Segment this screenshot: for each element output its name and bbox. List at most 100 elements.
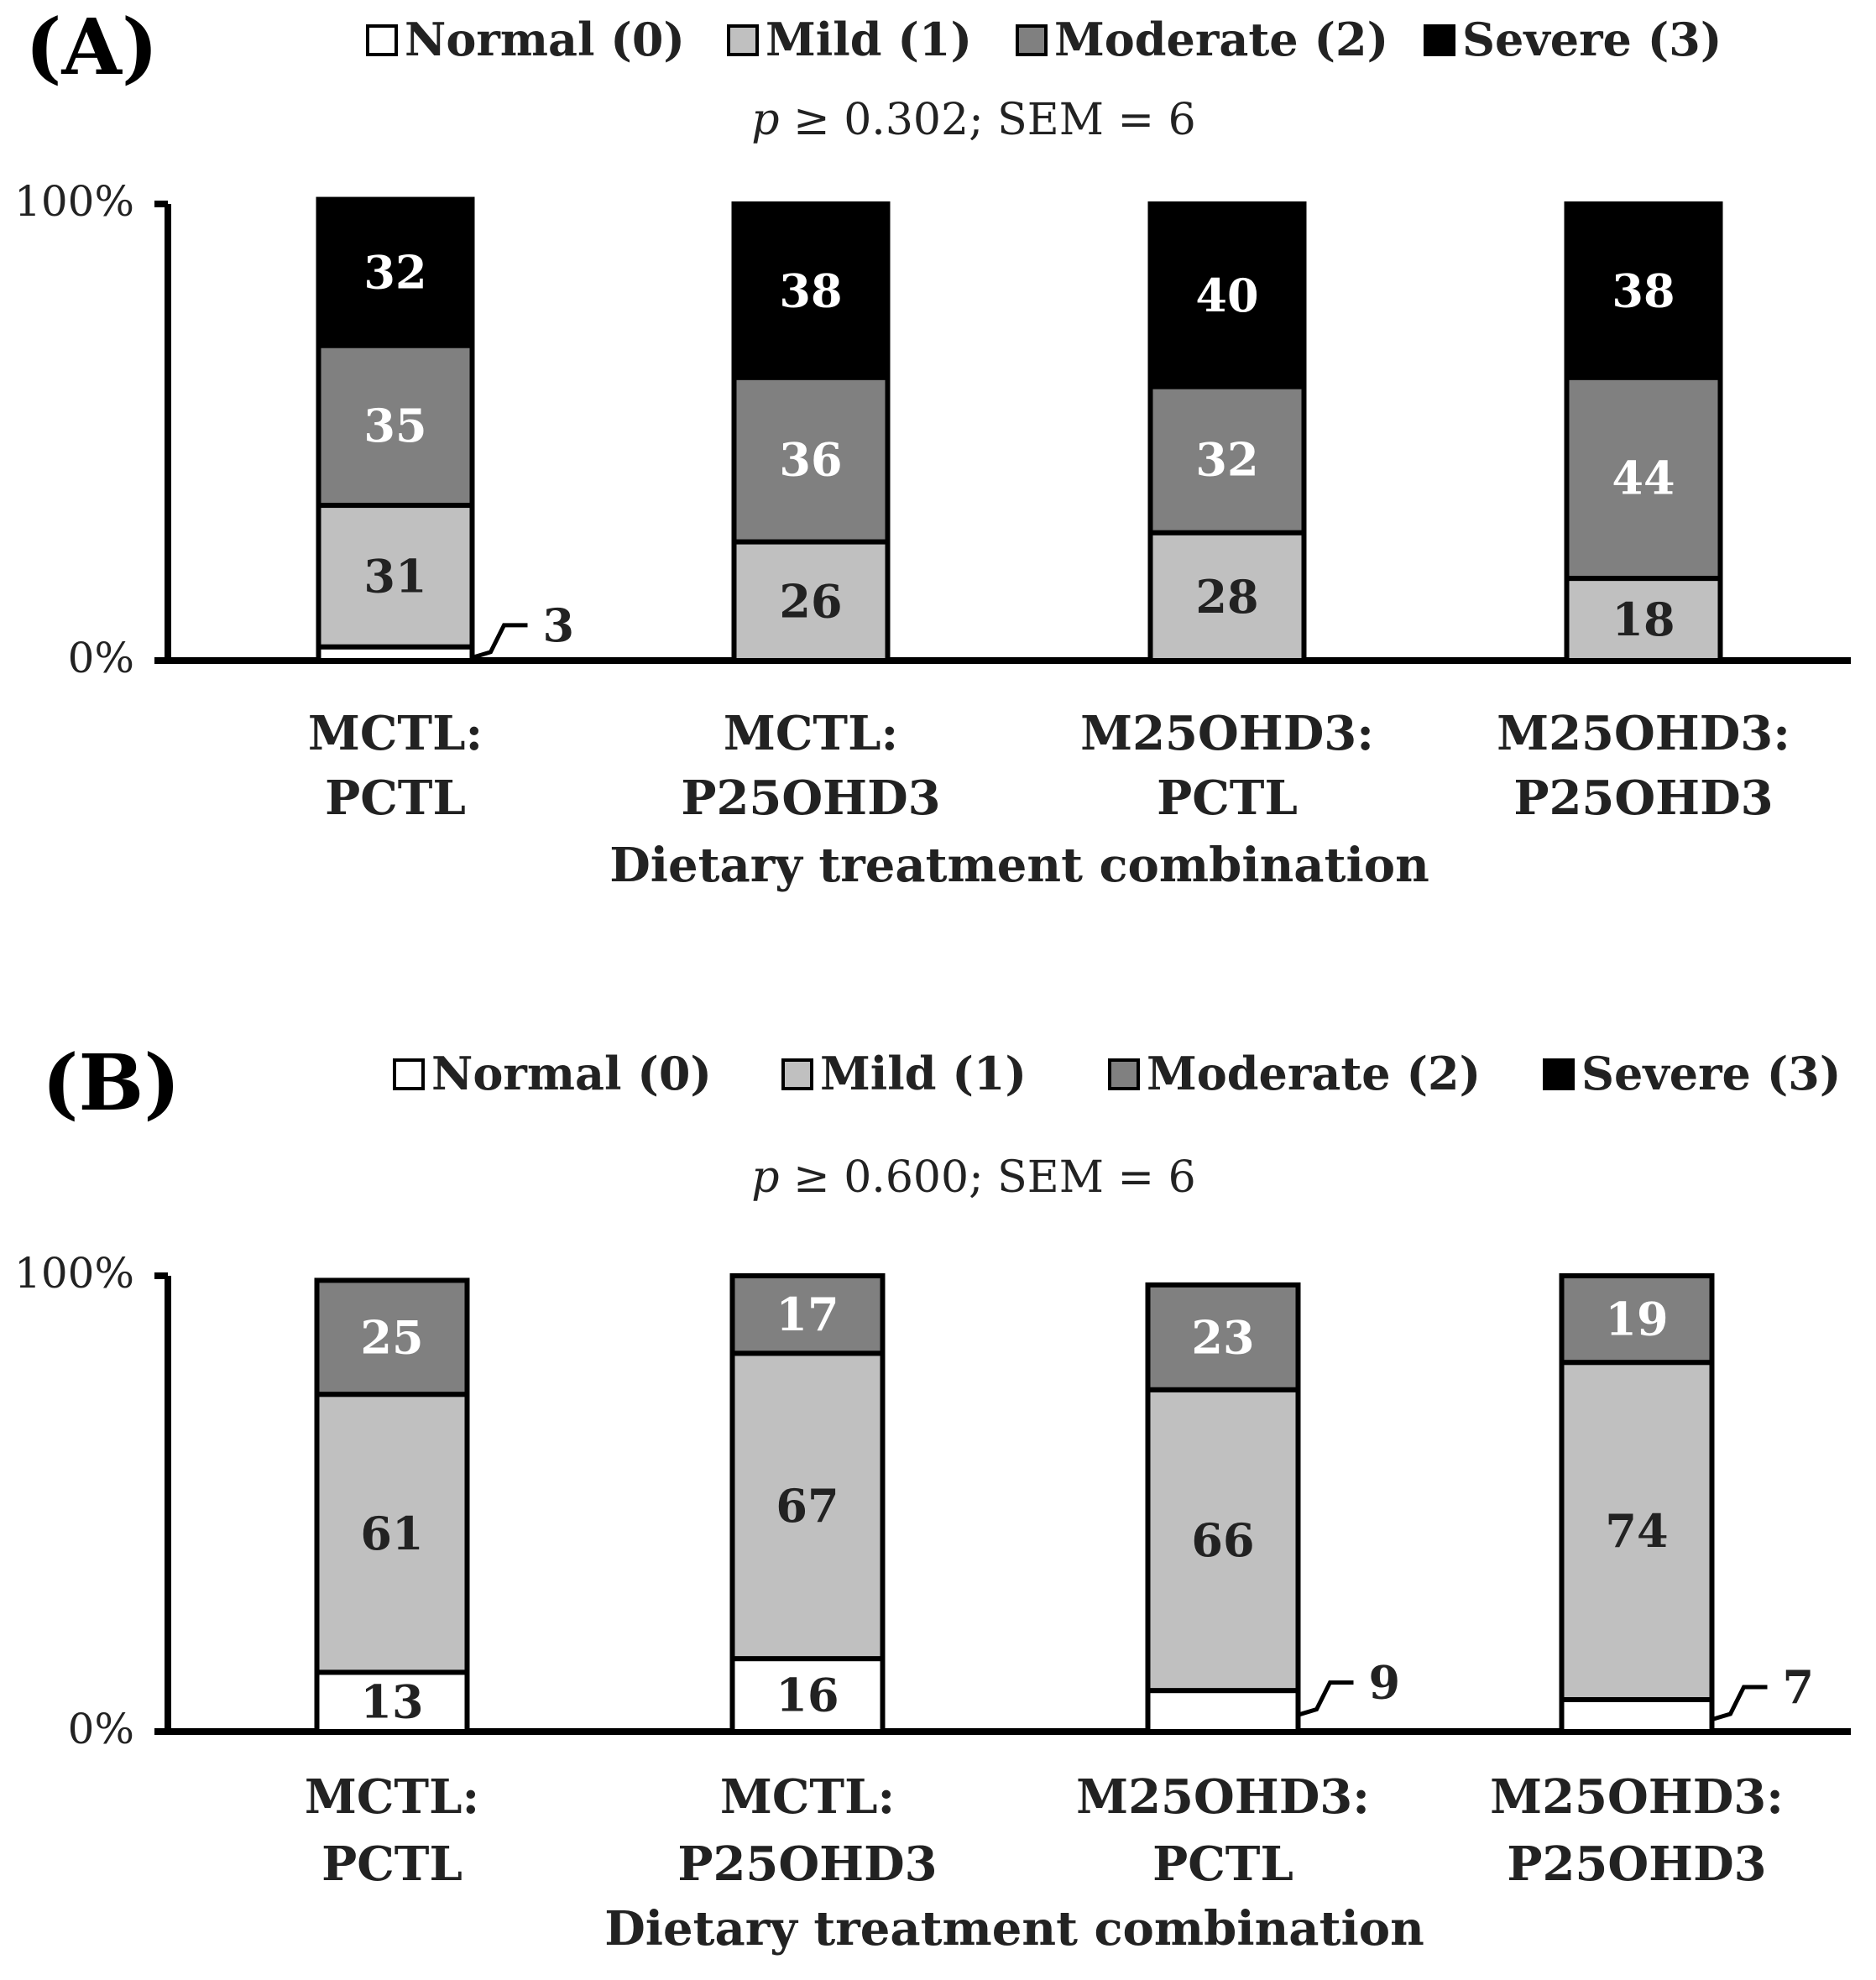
y-tick-label: 100% bbox=[14, 177, 134, 226]
legend-label: Severe (3) bbox=[1581, 1047, 1841, 1100]
subtitle-italic: p bbox=[751, 95, 779, 145]
bar-segment bbox=[731, 201, 891, 380]
bar-segment bbox=[1145, 1688, 1301, 1735]
subtitle-text: ≥ 0.600; SEM = 6 bbox=[780, 1152, 1196, 1203]
data-label: 67 bbox=[776, 1479, 839, 1533]
panel-label: (A) bbox=[25, 2, 158, 92]
data-label: 19 bbox=[1605, 1293, 1668, 1346]
data-label: 25 bbox=[360, 1310, 423, 1364]
chart-panel-1: (B) Normal (0) Mild (1) Moderate (2) Severe … bbox=[14, 1037, 1851, 1956]
data-label: 13 bbox=[360, 1675, 423, 1729]
callout-line bbox=[1299, 1680, 1354, 1716]
callout-label: 3 bbox=[543, 598, 575, 652]
data-label: 26 bbox=[779, 574, 842, 628]
bar-segment bbox=[1564, 374, 1723, 582]
legend-swatch bbox=[1016, 24, 1048, 56]
y-tick-label: 0% bbox=[68, 1705, 134, 1753]
bar-stack: 26 36 38 bbox=[731, 201, 891, 663]
bar-segment bbox=[1559, 1273, 1715, 1366]
data-label: 36 bbox=[779, 433, 842, 487]
callout-label: 9 bbox=[1369, 1656, 1401, 1710]
x-axis-title: Dietary treatment combination bbox=[609, 838, 1429, 893]
legend-label: Mild (1) bbox=[820, 1047, 1027, 1100]
bar-stack: 16 67 17 bbox=[729, 1273, 886, 1734]
data-label: 32 bbox=[1195, 433, 1258, 487]
bar-segment bbox=[731, 374, 891, 545]
legend-swatch bbox=[393, 1058, 425, 1090]
legend-label: Moderate (2) bbox=[1054, 13, 1388, 66]
chart-panel-0: (A) Normal (0) Mild (1) Moderate (2) Severe … bbox=[14, 2, 1851, 893]
legend-swatch bbox=[727, 24, 759, 56]
data-label: 74 bbox=[1605, 1504, 1668, 1558]
chart-subtitle: p ≥ 0.600; SEM = 6 bbox=[751, 1152, 1195, 1203]
legend-swatch bbox=[1424, 24, 1455, 56]
callout-label: 7 bbox=[1783, 1660, 1815, 1714]
bar-stack: 74 19 bbox=[1559, 1273, 1715, 1734]
subtitle-text: ≥ 0.302; SEM = 6 bbox=[780, 95, 1196, 145]
x-tick-label: PCTL bbox=[1152, 1836, 1293, 1892]
callout-line bbox=[1712, 1685, 1768, 1721]
legend: Normal (0) Mild (1) Moderate (2) Severe (3) bbox=[393, 1047, 1841, 1100]
legend-label: Normal (0) bbox=[405, 13, 685, 66]
legend-label: Mild (1) bbox=[766, 13, 972, 66]
bar-segment bbox=[1559, 1696, 1715, 1734]
data-label: 32 bbox=[363, 246, 426, 300]
bar-stack: 28 32 40 bbox=[1147, 201, 1307, 663]
legend-label: Severe (3) bbox=[1462, 13, 1722, 66]
bar-segment bbox=[316, 196, 475, 348]
legend-label: Normal (0) bbox=[431, 1047, 712, 1100]
bar-stack: 18 44 38 bbox=[1564, 201, 1723, 664]
y-tick-label: 100% bbox=[14, 1249, 134, 1298]
bar-segment bbox=[1147, 201, 1307, 389]
legend-label: Moderate (2) bbox=[1147, 1047, 1481, 1100]
bar-segment bbox=[1147, 530, 1307, 663]
bar-segment bbox=[314, 1392, 470, 1675]
legend-swatch bbox=[1543, 1058, 1575, 1090]
x-tick-label: PCTL bbox=[321, 1836, 462, 1892]
x-tick-label: MCTL: bbox=[720, 1769, 895, 1825]
data-label: 16 bbox=[776, 1669, 839, 1722]
x-tick-label: P25OHD3 bbox=[677, 1836, 937, 1892]
subtitle-italic: p bbox=[751, 1152, 779, 1203]
bar-stack: 66 23 bbox=[1145, 1282, 1301, 1735]
x-tick-label: MCTL: bbox=[308, 706, 483, 761]
bar-segment bbox=[1147, 384, 1307, 535]
bar-segment bbox=[729, 1350, 886, 1662]
x-tick-label: P25OHD3 bbox=[1513, 771, 1773, 826]
callout-line bbox=[473, 623, 528, 660]
bar-segment bbox=[1559, 1360, 1715, 1702]
legend-swatch bbox=[366, 24, 398, 56]
bar-segment bbox=[314, 1277, 470, 1397]
data-label: 35 bbox=[363, 399, 426, 452]
legend-swatch bbox=[1108, 1058, 1140, 1090]
legend-swatch bbox=[781, 1058, 813, 1090]
data-label: 38 bbox=[779, 264, 842, 317]
x-tick-label: MCTL: bbox=[724, 706, 898, 761]
data-label: 44 bbox=[1612, 451, 1675, 504]
x-tick-label: PCTL bbox=[325, 771, 466, 826]
data-label: 31 bbox=[363, 549, 426, 603]
x-tick-label: PCTL bbox=[1157, 771, 1298, 826]
data-label: 38 bbox=[1612, 264, 1675, 317]
y-tick-label: 0% bbox=[68, 634, 134, 682]
bar-segment bbox=[316, 342, 475, 509]
x-tick-label: M25OHD3: bbox=[1490, 1769, 1784, 1825]
panel-label: (B) bbox=[42, 1037, 180, 1128]
legend: Normal (0) Mild (1) Moderate (2) Severe (3) bbox=[366, 13, 1722, 66]
bar-segment bbox=[1564, 201, 1723, 380]
x-tick-label: P25OHD3 bbox=[681, 771, 940, 826]
bar-stack: 31 35 32 bbox=[316, 196, 475, 663]
x-tick-label: M25OHD3: bbox=[1076, 1769, 1370, 1825]
data-label: 28 bbox=[1195, 570, 1258, 624]
chart-subtitle: p ≥ 0.302; SEM = 6 bbox=[751, 95, 1195, 145]
data-label: 66 bbox=[1191, 1513, 1254, 1567]
bar-segment bbox=[729, 1273, 886, 1356]
data-label: 18 bbox=[1612, 593, 1675, 646]
x-tick-label: MCTL: bbox=[305, 1769, 479, 1825]
bar-stack: 13 61 25 bbox=[314, 1277, 470, 1735]
data-label: 61 bbox=[360, 1507, 423, 1560]
bar-segment bbox=[1145, 1387, 1301, 1694]
x-tick-label: M25OHD3: bbox=[1497, 706, 1790, 761]
x-tick-label: P25OHD3 bbox=[1507, 1836, 1766, 1892]
